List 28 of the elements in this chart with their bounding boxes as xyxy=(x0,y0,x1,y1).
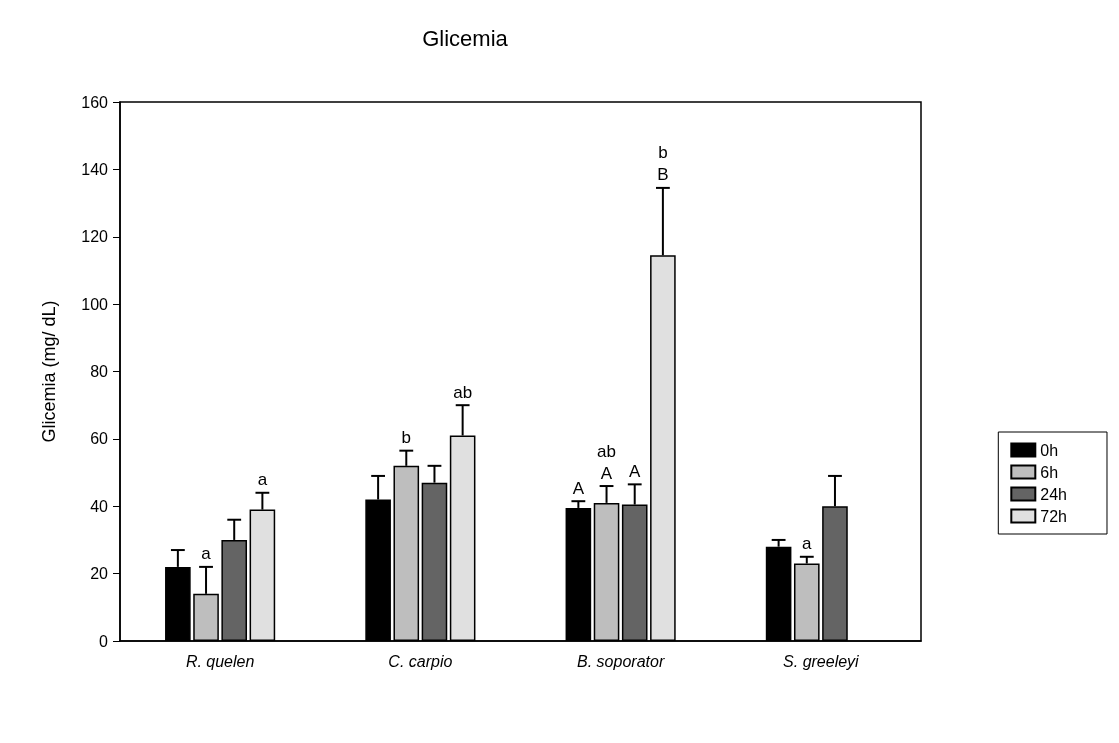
data-label: a xyxy=(802,534,813,554)
y-tick-label: 0 xyxy=(99,632,109,650)
x-tick-label: B. soporator xyxy=(577,652,665,670)
y-tick-label: 40 xyxy=(90,497,109,515)
x-tick-label: C. carpio xyxy=(388,652,453,670)
data-label: ab xyxy=(453,382,473,402)
data-label: b xyxy=(401,428,412,448)
x-tick-label: S. greeleyi xyxy=(783,652,860,670)
legend-label: 24h xyxy=(1040,485,1068,503)
chart-title: Glicemia xyxy=(422,25,509,51)
y-tick-label: 120 xyxy=(81,228,109,246)
data-label: A xyxy=(572,478,585,498)
data-label: A xyxy=(629,461,642,481)
y-tick-label: 80 xyxy=(90,363,109,380)
y-axis-title: Glicemia (mg/ dL) xyxy=(39,300,59,443)
y-tick-label: 160 xyxy=(81,93,109,111)
legend-label: 6h xyxy=(1040,463,1059,481)
legend-label: 72h xyxy=(1040,507,1068,525)
y-tick-label: 100 xyxy=(81,295,109,313)
y-tick-label: 20 xyxy=(90,565,109,583)
y-tick-label: 140 xyxy=(81,160,109,178)
annotation: b B xyxy=(657,143,669,185)
data-label: a xyxy=(257,470,268,490)
data-label: a xyxy=(201,544,212,564)
legend-label: 0h xyxy=(1040,441,1059,459)
y-tick-label: 60 xyxy=(90,430,109,448)
data-label: ab A xyxy=(597,441,616,483)
x-tick-label: R. quelen xyxy=(185,652,255,670)
